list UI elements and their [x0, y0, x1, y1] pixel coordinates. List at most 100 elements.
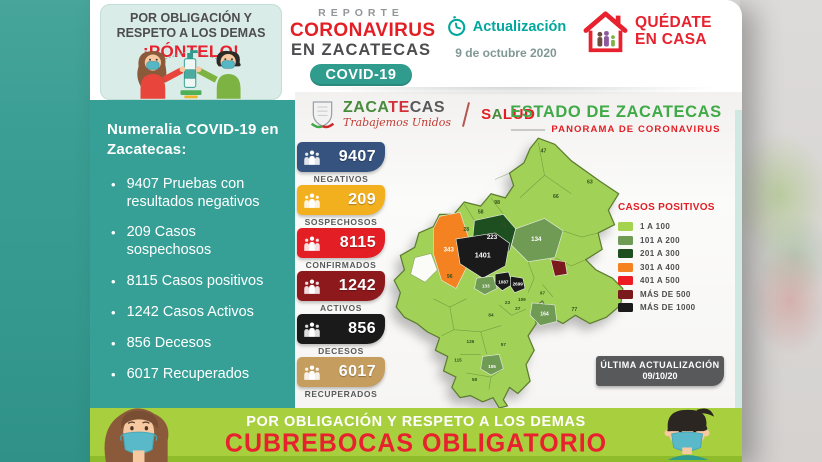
svg-text:133: 133 — [482, 283, 490, 288]
svg-text:98: 98 — [494, 200, 500, 206]
stat-label: DECESOS — [318, 346, 364, 356]
banner-line1: POR OBLIGACIÓN Y RESPETO A LOS DEMAS — [246, 414, 586, 430]
svg-text:97: 97 — [540, 291, 546, 296]
report-card: POR OBLIGACIÓN Y RESPETO A LOS DEMAS ¡PÓ… — [90, 0, 742, 462]
map-region-black-1 — [455, 232, 510, 279]
legend-row: 1 A 100 — [618, 220, 736, 234]
svg-text:164: 164 — [540, 311, 549, 317]
state-logo-name: ZACATECAS — [343, 99, 446, 116]
legend-row: MÁS DE 1000 — [618, 301, 736, 315]
legend-swatch — [618, 303, 633, 313]
legend-swatch — [618, 235, 633, 245]
svg-text:28: 28 — [463, 227, 469, 233]
stat-sospechosos: 209 SOSPECHOSOS — [297, 185, 385, 228]
map-legend: CASOS POSITIVOS 1 A 100 101 A 200 201 A … — [618, 202, 736, 315]
svg-text:27: 27 — [515, 306, 521, 311]
header-curve-shadow — [286, 87, 742, 98]
stat-recuperados: 6017 RECUPERADOS — [297, 357, 385, 400]
covid19-badge: COVID-19 — [309, 64, 413, 86]
stats-column: 9407 NEGATIVOS 209 SOSPECHOSOS 8115 CONF… — [297, 142, 385, 400]
map-region-black-2 — [494, 271, 513, 291]
stat-label: NEGATIVOS — [313, 174, 369, 184]
panel-line1: POR OBLIGACIÓN Y — [129, 11, 252, 25]
panorama-subtitle: PANORAMA DE CORONAVIRUS — [551, 124, 721, 135]
svg-text:134: 134 — [531, 236, 542, 243]
report-kicker: REPORTE — [318, 7, 404, 19]
panorama-dash — [511, 128, 546, 131]
map-region-white — [410, 253, 438, 283]
legend-row: 301 A 400 — [618, 261, 736, 275]
svg-text:77: 77 — [572, 307, 578, 313]
stat-label: CONFIRMADOS — [305, 260, 377, 270]
stat-value: 856 — [348, 320, 376, 337]
legend-title: CASOS POSITIVOS — [618, 202, 715, 213]
last-update-box: ÚLTIMA ACTUALIZACIÓN 09/10/20 — [596, 356, 724, 386]
panel-text: POR OBLIGACIÓN Y RESPETO A LOS DEMAS — [100, 11, 282, 41]
legend-swatch — [618, 262, 633, 272]
svg-text:109: 109 — [518, 297, 526, 302]
legend-row: 401 A 500 — [618, 274, 736, 288]
map-region-darkred — [550, 259, 568, 277]
numeralia-list: • 9407 Pruebas con resultados negativos •… — [111, 176, 281, 385]
stat-value: 209 — [348, 191, 376, 208]
list-item: • 1242 Casos Activos — [111, 303, 254, 320]
report-subtitle: EN ZACATECAS — [290, 41, 432, 59]
svg-text:223: 223 — [487, 234, 498, 241]
map-region-black-3 — [510, 275, 526, 294]
banner-line2: CUBREBOCAS OBLIGATORIO — [224, 428, 608, 458]
logo-divider — [462, 102, 471, 127]
government-logos: ZACATECAS Trabajemos Unidos SALUD — [310, 100, 535, 129]
salud-logo: SALUD — [481, 106, 536, 123]
stat-value: 9407 — [338, 148, 376, 165]
stat-label: RECUPERADOS — [304, 389, 378, 399]
legend-swatch — [618, 289, 633, 299]
people-group-icon — [303, 278, 321, 295]
svg-text:343: 343 — [444, 246, 455, 253]
svg-text:66: 66 — [553, 194, 559, 200]
svg-text:126: 126 — [467, 339, 475, 344]
sidebar-title: Numeralia COVID-19 en Zacatecas: — [107, 121, 279, 158]
svg-text:2699: 2699 — [513, 281, 524, 286]
map-regions — [410, 211, 568, 376]
stay-home-line1: QUÉDATE — [635, 14, 712, 32]
svg-text:47: 47 — [541, 149, 547, 155]
map-region-midgreen-3 — [529, 302, 558, 326]
legend-row: 201 A 300 — [618, 247, 736, 261]
svg-text:58: 58 — [472, 377, 478, 382]
update-block: Actualización 9 de octubre 2020 — [442, 16, 570, 60]
panorama-title: ESTADO DE ZACATECAS — [510, 103, 722, 121]
map-region-midgreen-4 — [480, 354, 504, 376]
stay-home-block: QUÉDATE EN CASA — [582, 10, 734, 53]
people-group-icon — [303, 149, 321, 166]
legend-row: MÁS DE 500 — [618, 288, 736, 302]
zacatecas-logo: ZACATECAS Trabajemos Unidos — [343, 99, 452, 130]
svg-text:105: 105 — [488, 364, 496, 369]
svg-text:58: 58 — [478, 209, 484, 215]
svg-text:57: 57 — [501, 342, 507, 347]
state-logo-tagline: Trabajemos Unidos — [343, 116, 452, 129]
clock-icon — [447, 16, 466, 36]
svg-text:84: 84 — [488, 312, 494, 317]
update-date: 9 de octubre 2020 — [455, 46, 557, 60]
svg-text:1087: 1087 — [498, 279, 509, 284]
ponte-mascarilla-panel: POR OBLIGACIÓN Y RESPETO A LOS DEMAS ¡PÓ… — [100, 4, 282, 100]
card-edge-strip — [735, 110, 742, 462]
people-group-icon — [303, 192, 321, 209]
legend-row: 101 A 200 — [618, 234, 736, 248]
legend-swatch — [618, 222, 633, 232]
stay-home-line2: EN CASA — [635, 30, 707, 48]
stat-activos: 1242 ACTIVOS — [297, 271, 385, 314]
people-group-icon — [303, 364, 321, 381]
background-right-blur — [740, 0, 822, 462]
panel-line2: RESPETO A LOS DEMAS — [116, 25, 266, 40]
people-group-icon — [303, 321, 321, 338]
list-item: • 6017 Recuperados — [111, 366, 250, 383]
stat-confirmados: 8115 CONFIRMADOS — [297, 228, 385, 271]
map-region-midgreen-2 — [474, 275, 498, 296]
stat-negativos: 9407 NEGATIVOS — [297, 142, 385, 185]
svg-text:115: 115 — [454, 358, 462, 363]
stat-label: ACTIVOS — [320, 303, 362, 313]
zacatecas-choropleth-map: 47 63 66 98 58 28 21 223 134 343 1401 96 133 1087 2699… — [388, 134, 630, 409]
